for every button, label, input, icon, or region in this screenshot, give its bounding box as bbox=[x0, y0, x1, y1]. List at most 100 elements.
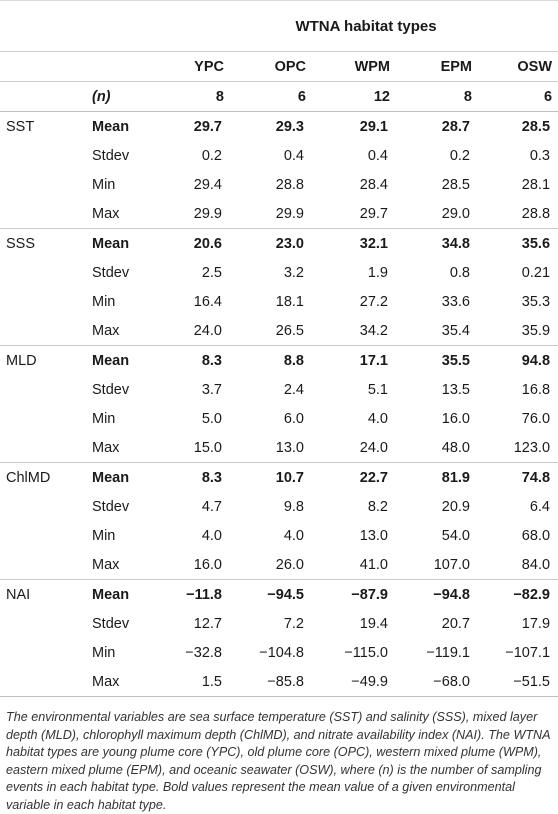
column-header: EPM bbox=[396, 51, 478, 82]
table-row: ChlMD Mean 8.3 10.7 22.7 81.9 74.8 bbox=[0, 462, 558, 492]
table-cell: 16.4 bbox=[193, 293, 222, 310]
table-cell: 7.2 bbox=[283, 615, 304, 632]
table-cell: 28.5 bbox=[441, 176, 470, 193]
table-cell: 6.4 bbox=[529, 498, 551, 515]
statistic-label: Min bbox=[92, 527, 116, 544]
table-cell: −49.9 bbox=[312, 667, 396, 697]
table-cell: 24.0 bbox=[193, 322, 222, 339]
table-row: Stdev 4.7 9.8 8.2 20.9 6.4 bbox=[0, 492, 558, 521]
table-cell: 0.4 bbox=[283, 147, 304, 164]
table-cell: 41.0 bbox=[359, 556, 388, 573]
table-cell: 8.3 bbox=[160, 345, 230, 375]
table-cell: −94.8 bbox=[396, 579, 478, 609]
variable-name: SST bbox=[6, 118, 35, 135]
table-cell: −87.9 bbox=[312, 579, 396, 609]
column-header-row: YPC OPC WPM EPM OSW bbox=[0, 51, 558, 82]
table-cell: 9.8 bbox=[283, 498, 304, 515]
variable-name: ChlMD bbox=[0, 462, 70, 492]
table-cell: 8.2 bbox=[367, 498, 388, 515]
table-cell: −104.8 bbox=[259, 644, 304, 661]
statistic-label: Stdev bbox=[92, 147, 130, 164]
table-cell: −115.0 bbox=[344, 644, 388, 661]
table-cell: 29.9 bbox=[193, 205, 222, 222]
table-cell: −107.1 bbox=[505, 644, 551, 661]
statistic-label: Mean bbox=[70, 462, 160, 492]
table-cell: 10.7 bbox=[230, 462, 312, 492]
table-cell: 20.7 bbox=[441, 615, 470, 632]
table-cell: 16.8 bbox=[521, 381, 551, 398]
statistic-label: Mean bbox=[70, 345, 160, 375]
statistic-label: Max bbox=[92, 205, 120, 222]
statistic-label: Mean bbox=[92, 118, 130, 135]
table-row: Stdev 3.7 2.4 5.1 13.5 16.8 bbox=[0, 375, 558, 404]
table-cell: −11.8 bbox=[160, 579, 230, 609]
table-cell: 2.4 bbox=[283, 381, 304, 398]
table-cell: 12.7 bbox=[193, 615, 222, 632]
table-cell: 23.0 bbox=[230, 228, 312, 258]
table-cell: 4.0 bbox=[367, 410, 388, 427]
column-header: WPM bbox=[312, 51, 396, 82]
statistic-label: Max bbox=[92, 556, 120, 573]
statistic-label: Mean bbox=[70, 579, 160, 609]
table-cell: 0.21 bbox=[521, 264, 551, 281]
table-row: Min 29.4 28.8 28.4 28.5 28.1 bbox=[0, 170, 558, 199]
statistic-label: Mean bbox=[70, 228, 160, 258]
table-cell: 20.6 bbox=[160, 228, 230, 258]
table-row: SSS Mean 20.6 23.0 32.1 34.8 35.6 bbox=[0, 228, 558, 258]
table-cell: 28.8 bbox=[521, 205, 551, 222]
table-cell: 24.0 bbox=[359, 439, 388, 456]
sample-count: 12 bbox=[312, 81, 396, 112]
table-cell: 16.0 bbox=[193, 556, 222, 573]
table-cell: 4.0 bbox=[201, 527, 222, 544]
table-cell: 26.0 bbox=[275, 556, 304, 573]
table-cell: 4.0 bbox=[283, 527, 304, 544]
table-cell: 32.1 bbox=[312, 228, 396, 258]
table-cell: 54.0 bbox=[441, 527, 470, 544]
table-cell: 29.1 bbox=[359, 118, 388, 135]
table-cell: 1.5 bbox=[160, 667, 230, 697]
variable-name: SSS bbox=[0, 228, 70, 258]
table-cell: 123.0 bbox=[513, 439, 551, 456]
table-row: SST Mean 29.7 29.3 29.1 28.7 28.5 bbox=[0, 112, 558, 142]
table-cell: 4.7 bbox=[201, 498, 222, 515]
table-cell: 0.2 bbox=[201, 147, 222, 164]
statistic-label: Max bbox=[92, 439, 120, 456]
column-header: OSW bbox=[478, 51, 558, 82]
table-cell: 29.4 bbox=[193, 176, 222, 193]
table-cell: 8.8 bbox=[230, 345, 312, 375]
table-cell: 29.0 bbox=[441, 205, 470, 222]
table-cell: 35.4 bbox=[441, 322, 470, 339]
table-cell: 27.2 bbox=[359, 293, 388, 310]
sample-count: 8 bbox=[160, 81, 230, 112]
table-cell: 74.8 bbox=[478, 462, 558, 492]
sample-count-label: (n) bbox=[70, 81, 160, 112]
table-cell: −94.5 bbox=[230, 579, 312, 609]
variable-name: NAI bbox=[0, 579, 70, 609]
table-cell: −85.8 bbox=[230, 667, 312, 697]
table-row: Min 5.0 6.0 4.0 16.0 76.0 bbox=[0, 404, 558, 433]
statistic-label: Stdev bbox=[92, 264, 130, 281]
table-cell: 94.8 bbox=[478, 345, 558, 375]
habitat-statistics-table: WTNA habitat types YPC OPC WPM EPM OSW (… bbox=[0, 0, 558, 697]
table-cell: 35.3 bbox=[521, 293, 551, 310]
table-cell: 1.9 bbox=[367, 264, 388, 281]
table-row: Min 16.4 18.1 27.2 33.6 35.3 bbox=[0, 287, 558, 316]
table-row: Max 15.0 13.0 24.0 48.0 123.0 bbox=[0, 433, 558, 463]
table-row: MLD Mean 8.3 8.8 17.1 35.5 94.8 bbox=[0, 345, 558, 375]
table-cell: 13.0 bbox=[359, 527, 388, 544]
sample-count: 8 bbox=[396, 81, 478, 112]
table-cell: 33.6 bbox=[441, 293, 470, 310]
statistic-label: Min bbox=[92, 410, 116, 427]
table-row: Min −32.8 −104.8 −115.0 −119.1 −107.1 bbox=[0, 638, 558, 667]
table-cell: 13.5 bbox=[441, 381, 470, 398]
table-cell: 28.8 bbox=[275, 176, 304, 193]
table-cell: 28.7 bbox=[441, 118, 470, 135]
group-header: WTNA habitat types bbox=[160, 0, 558, 52]
table-cell: 35.5 bbox=[396, 345, 478, 375]
sample-count: 6 bbox=[230, 81, 312, 112]
table-cell: 0.3 bbox=[529, 147, 551, 164]
table-row: Stdev 12.7 7.2 19.4 20.7 17.9 bbox=[0, 609, 558, 638]
table-cell: 35.6 bbox=[478, 228, 558, 258]
table-cell: 76.0 bbox=[521, 410, 551, 427]
table-cell: 29.7 bbox=[193, 118, 222, 135]
